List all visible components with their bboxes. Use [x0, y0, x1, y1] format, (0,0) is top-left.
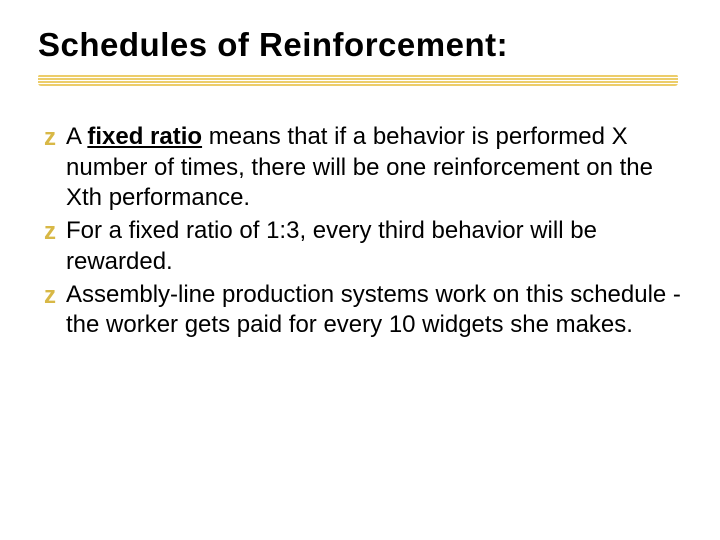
bullet-text: For a fixed ratio of 1:3, every third be…	[66, 216, 682, 277]
bullet-rest: For a fixed ratio of 1:3, every third be…	[66, 217, 597, 275]
bullet-icon: z	[44, 281, 66, 312]
list-item: z Assembly-line production systems work …	[44, 280, 682, 341]
bullet-icon: z	[44, 217, 66, 248]
bullet-list: z A fixed ratio means that if a behavior…	[38, 122, 682, 341]
list-item: z A fixed ratio means that if a behavior…	[44, 122, 682, 214]
list-item: z For a fixed ratio of 1:3, every third …	[44, 216, 682, 277]
page-title: Schedules of Reinforcement:	[38, 26, 682, 64]
bullet-emphasis: fixed ratio	[87, 123, 202, 150]
bullet-prefix: A	[66, 123, 87, 150]
bullet-icon: z	[44, 123, 66, 154]
title-underline	[38, 70, 678, 88]
bullet-text: Assembly-line production systems work on…	[66, 280, 682, 341]
bullet-text: A fixed ratio means that if a behavior i…	[66, 122, 682, 214]
bullet-rest: Assembly-line production systems work on…	[66, 281, 681, 339]
slide: Schedules of Reinforcement: z A fixed ra…	[0, 0, 720, 540]
